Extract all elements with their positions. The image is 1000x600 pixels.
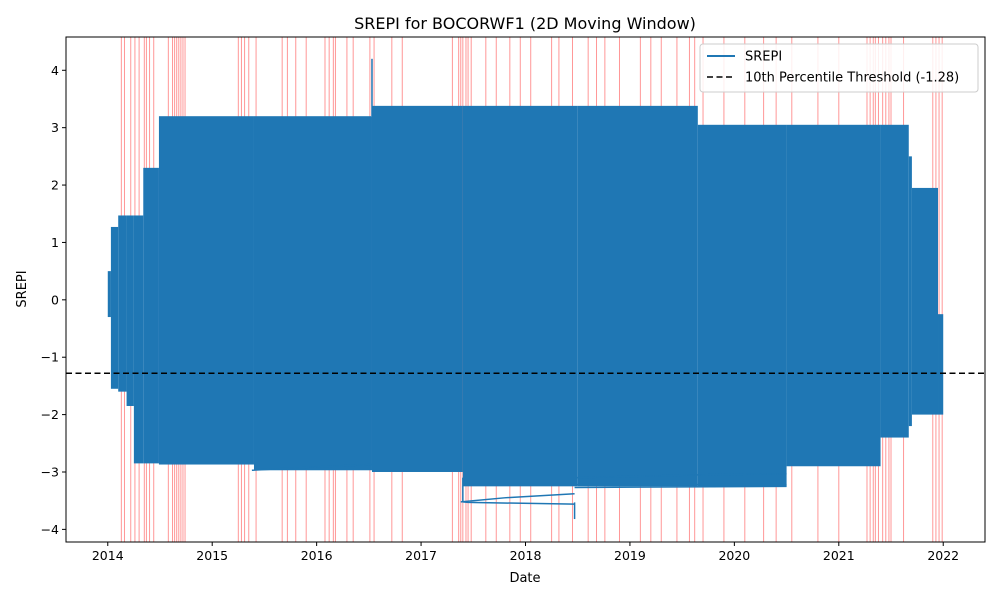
series-band bbox=[118, 215, 127, 392]
y-tick-label: −1 bbox=[41, 350, 59, 365]
series-line bbox=[574, 485, 787, 489]
series-band bbox=[143, 167, 159, 464]
plot-area bbox=[66, 37, 985, 542]
legend-series-label: SREPI bbox=[745, 50, 782, 65]
series-band bbox=[371, 105, 463, 472]
x-axis: 2014 2015 2016 2017 2018 2019 2020 2021 2022 bbox=[92, 542, 959, 563]
x-tick-label: 2015 bbox=[196, 548, 228, 563]
legend-box bbox=[699, 43, 979, 93]
x-tick-label: 2017 bbox=[405, 548, 437, 563]
series-band bbox=[908, 156, 912, 427]
chart-title: SREPI for BOCORWF1 (2D Moving Window) bbox=[354, 14, 696, 33]
series-band bbox=[697, 124, 787, 487]
series-srepi bbox=[107, 58, 944, 520]
y-tick-label: −3 bbox=[41, 464, 59, 479]
series-band bbox=[462, 105, 578, 487]
series-band bbox=[577, 105, 698, 487]
x-tick-label: 2020 bbox=[718, 548, 750, 563]
series-line bbox=[251, 463, 373, 472]
series-band bbox=[126, 215, 134, 406]
legend-threshold-label: 10th Percentile Threshold (-1.28) bbox=[745, 71, 959, 86]
series-band bbox=[938, 314, 944, 415]
series-band bbox=[133, 215, 144, 464]
y-tick-label: 1 bbox=[51, 235, 59, 250]
y-tick-label: 0 bbox=[51, 292, 59, 307]
y-tick-label: −2 bbox=[41, 407, 59, 422]
series-band bbox=[880, 124, 909, 438]
series-band bbox=[158, 116, 254, 465]
series-band bbox=[911, 187, 939, 415]
y-tick-label: −4 bbox=[41, 522, 59, 537]
x-tick-label: 2014 bbox=[92, 548, 124, 563]
series-band bbox=[107, 271, 111, 318]
y-tick-label: 2 bbox=[51, 178, 59, 193]
x-tick-label: 2016 bbox=[301, 548, 333, 563]
series-line bbox=[462, 472, 787, 479]
y-axis-label: SREPI bbox=[15, 270, 30, 307]
series-line bbox=[460, 493, 575, 503]
x-tick-label: 2019 bbox=[614, 548, 646, 563]
series-band bbox=[253, 116, 372, 471]
series-band bbox=[786, 124, 881, 467]
x-tick-label: 2022 bbox=[927, 548, 959, 563]
y-axis: −4 −3 −2 −1 0 1 2 3 4 bbox=[41, 63, 66, 537]
x-axis-label: Date bbox=[509, 571, 540, 586]
series-band bbox=[110, 226, 119, 389]
x-tick-label: 2021 bbox=[823, 548, 855, 563]
x-tick-label: 2018 bbox=[510, 548, 542, 563]
legend: SREPI 10th Percentile Threshold (-1.28) bbox=[699, 43, 979, 93]
y-tick-label: 3 bbox=[51, 120, 59, 135]
y-tick-label: 4 bbox=[51, 63, 59, 78]
